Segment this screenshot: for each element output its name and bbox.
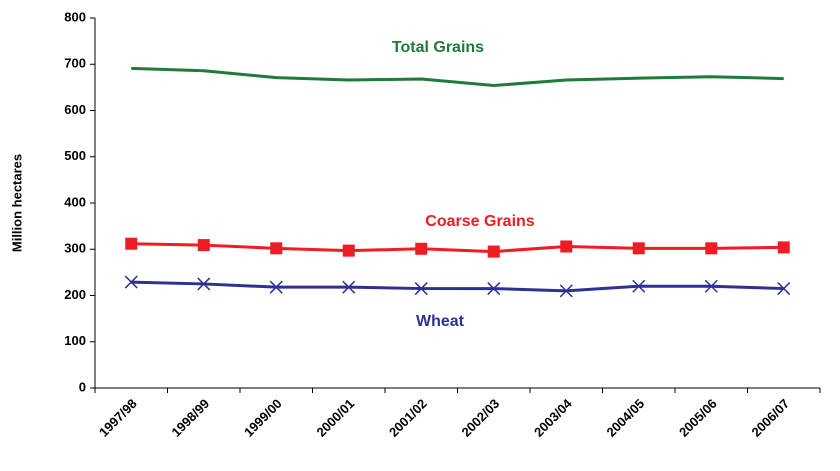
series-line	[131, 280, 784, 293]
y-tick-label: 0	[79, 379, 86, 394]
marker	[487, 245, 500, 258]
y-tick-label: 400	[64, 194, 86, 209]
y-tick-label: 200	[64, 287, 86, 302]
y-tick-label: 100	[64, 333, 86, 348]
marker	[414, 282, 428, 296]
marker	[487, 282, 501, 296]
marker	[270, 242, 283, 255]
marker	[560, 240, 573, 253]
x-tick-label: 2000/01	[313, 396, 357, 440]
series-line	[131, 66, 784, 88]
marker	[704, 279, 718, 293]
y-tick-label: 800	[64, 9, 86, 24]
x-tick-label: 1997/98	[96, 396, 140, 440]
marker	[777, 282, 791, 296]
marker	[415, 242, 428, 255]
x-tick-label: 1999/00	[241, 396, 285, 440]
x-tick-label: 2004/05	[603, 396, 647, 440]
marker	[125, 237, 138, 250]
series-line	[131, 242, 784, 254]
series-label: Wheat	[416, 313, 465, 330]
marker	[705, 242, 718, 255]
marker	[342, 244, 355, 257]
marker	[632, 242, 645, 255]
y-tick-label: 500	[64, 148, 86, 163]
series-label: Coarse Grains	[425, 213, 534, 230]
x-tick-label: 2005/06	[676, 396, 720, 440]
x-tick-label: 2002/03	[458, 396, 502, 440]
x-tick-label: 1998/99	[168, 396, 212, 440]
marker	[269, 280, 283, 294]
marker	[197, 277, 211, 291]
marker	[632, 279, 646, 293]
x-tick-label: 2003/04	[531, 395, 575, 439]
marker	[197, 239, 210, 252]
marker	[342, 280, 356, 294]
y-tick-label: 700	[64, 56, 86, 71]
x-tick-label: 2001/02	[386, 396, 430, 440]
marker	[124, 275, 138, 289]
y-tick-label: 600	[64, 102, 86, 117]
x-tick-label: 2006/07	[748, 396, 792, 440]
y-tick-label: 300	[64, 241, 86, 256]
marker	[777, 241, 790, 254]
y-axis-label: Million hectares	[9, 154, 24, 252]
series-label: Total Grains	[392, 39, 484, 56]
marker	[559, 284, 573, 298]
